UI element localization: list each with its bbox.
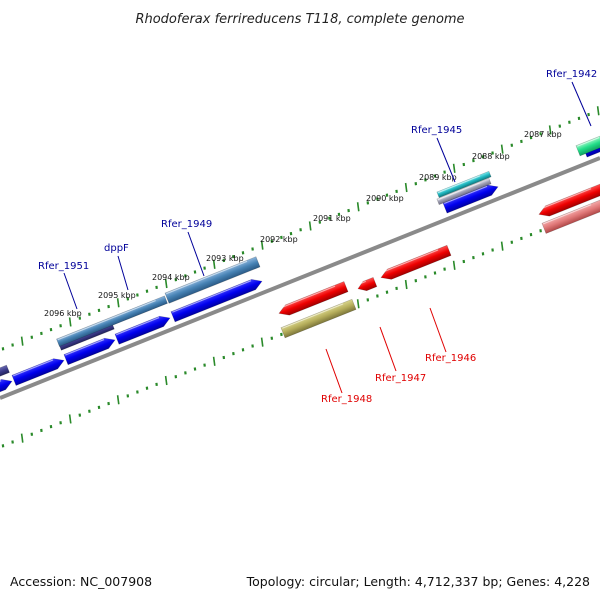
genome-backbone	[0, 156, 600, 400]
gene-label-forward[interactable]: dppF	[104, 243, 129, 254]
major-tick	[404, 182, 408, 193]
major-tick	[164, 375, 168, 386]
gene-forward[interactable]	[63, 335, 117, 366]
gene-features	[0, 132, 600, 396]
major-tick	[452, 260, 456, 270]
major-tick	[116, 395, 120, 405]
gene-label-forward[interactable]: Rfer_1945	[411, 125, 462, 136]
major-tick	[260, 337, 264, 347]
gene-callout-line	[429, 307, 447, 353]
major-tick	[212, 356, 216, 366]
gene-callout-line	[571, 81, 592, 127]
gene-callout-line	[63, 272, 78, 310]
gene-feature-Rfer_1945-sub[interactable]	[436, 177, 492, 205]
gene-feature-Rfer_1945[interactable]	[436, 170, 492, 198]
gene-feature-dppF-region[interactable]	[0, 364, 10, 381]
kbp-label: 2090 kbp	[366, 194, 404, 203]
kbp-label: 2096 kbp	[44, 309, 82, 318]
genome-summary-text: Topology: circular; Length: 4,712,337 bp…	[246, 574, 590, 589]
gene-callout-line	[379, 326, 397, 372]
major-tick	[212, 259, 216, 269]
major-tick	[356, 202, 360, 212]
kbp-scale-labels: 2096 kbp 2095 kbp 2094 kbp 2093 kbp 2092 kbp…	[44, 130, 562, 318]
kbp-label: 2095 kbp	[98, 291, 136, 300]
gene-feature-dppF[interactable]	[56, 295, 168, 347]
major-tick	[116, 298, 120, 308]
major-tick	[68, 414, 72, 424]
gene-forward[interactable]	[11, 355, 66, 386]
gene-callout-line	[187, 231, 205, 277]
kbp-label: 2094 kbp	[152, 273, 190, 282]
kbp-label: 2093 kbp	[206, 254, 244, 263]
gene-label-forward[interactable]: Rfer_1942	[546, 69, 597, 80]
gene-label-callouts: Rfer_1951 dppF Rfer_1949 Rfer_1945 Rfer_1942…	[38, 69, 597, 405]
major-tick	[500, 241, 504, 251]
kbp-label: 2088 kbp	[472, 152, 510, 161]
kbp-label: 2087 kbp	[524, 130, 562, 139]
gene-forward[interactable]	[0, 376, 14, 396]
major-tick	[20, 336, 24, 346]
gene-callout-line	[117, 255, 129, 291]
gene-reverse[interactable]	[277, 281, 349, 318]
gene-reverse[interactable]	[379, 244, 452, 282]
gene-feature-salmon[interactable]	[541, 199, 600, 234]
gene-feature-Rfer_1948[interactable]	[280, 298, 357, 339]
major-tick	[260, 240, 264, 250]
accession-text: Accession: NC_007908	[10, 574, 152, 589]
major-tick	[20, 433, 24, 443]
forward-tick-track	[1, 106, 600, 351]
major-tick	[68, 317, 72, 327]
gene-callout-line	[436, 137, 456, 183]
major-tick	[404, 279, 408, 290]
gene-label-reverse[interactable]: Rfer_1946	[425, 353, 476, 364]
gene-callout-line	[325, 348, 343, 394]
major-tick	[452, 163, 456, 173]
major-tick	[500, 144, 504, 154]
major-tick	[308, 221, 312, 231]
gene-label-reverse[interactable]: Rfer_1947	[375, 373, 426, 384]
kbp-label: 2091 kbp	[313, 214, 351, 223]
major-tick	[356, 299, 360, 309]
map-title: Rhodoferax ferrireducens T118, complete …	[135, 12, 464, 27]
kbp-label: 2092 kbp	[260, 235, 298, 244]
backbone-and-tick-tracks	[0, 106, 600, 448]
gene-forward[interactable]	[170, 276, 264, 323]
major-tick	[548, 125, 552, 135]
gene-reverse[interactable]	[356, 276, 378, 293]
major-tick	[164, 278, 168, 289]
gene-feature-Rfer_1942[interactable]	[575, 132, 600, 157]
gene-forward[interactable]	[114, 313, 172, 345]
gene-label-reverse[interactable]: Rfer_1948	[321, 394, 372, 405]
gene-feature-Rfer_1949[interactable]	[164, 256, 261, 304]
gene-label-forward[interactable]: Rfer_1949	[161, 219, 212, 230]
gene-label-forward[interactable]: Rfer_1951	[38, 261, 89, 272]
kbp-label: 2089 kbp	[419, 173, 457, 182]
gene-reverse[interactable]	[537, 183, 600, 219]
major-tick	[596, 106, 600, 116]
